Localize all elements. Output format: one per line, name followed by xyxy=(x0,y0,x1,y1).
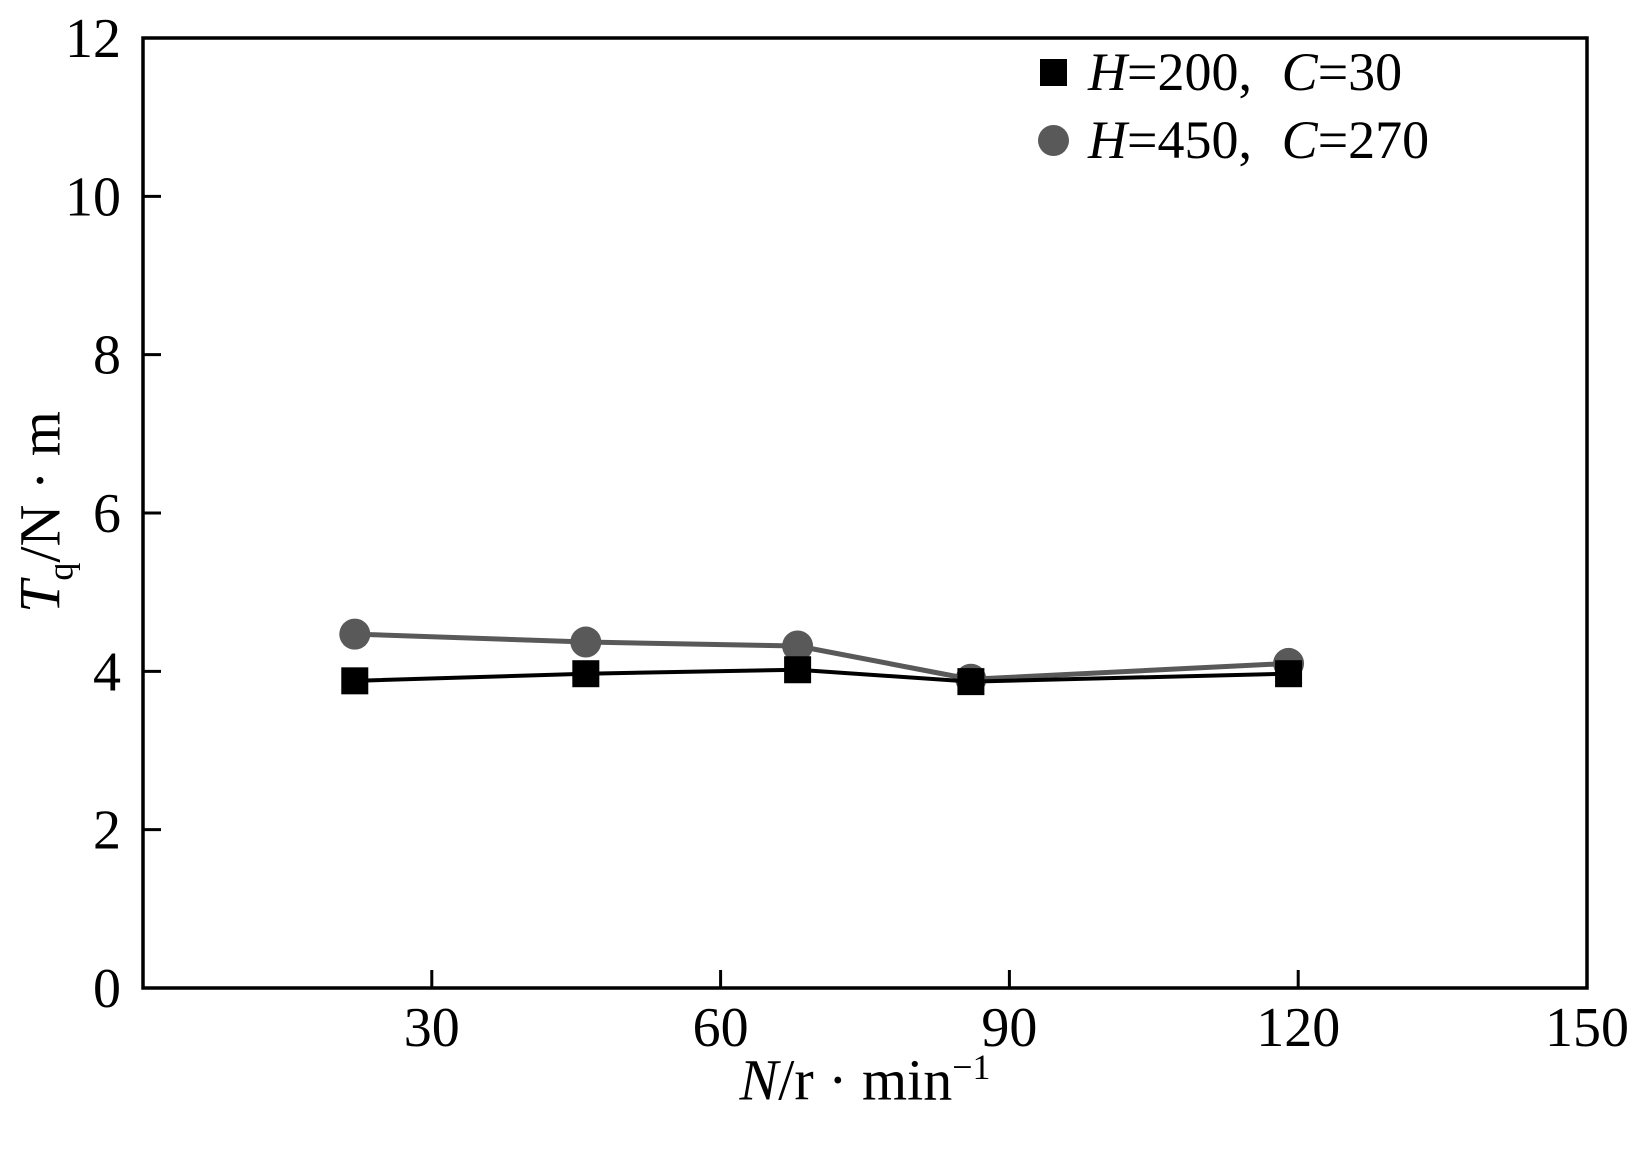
legend-circle-marker-icon xyxy=(1030,124,1076,156)
y-tick-label: 6 xyxy=(93,483,121,545)
legend-label-h200: H=200, C=30 xyxy=(1088,41,1402,103)
square-marker xyxy=(572,660,600,688)
legend-square-marker-icon xyxy=(1030,58,1076,86)
x-label-superscript: −1 xyxy=(952,1047,991,1087)
legend-var-c: C xyxy=(1281,42,1318,102)
legend: H=200, C=30 H=450, C=270 xyxy=(1030,38,1429,174)
circle-marker xyxy=(782,630,814,662)
y-tick-label: 2 xyxy=(93,800,121,862)
square-marker xyxy=(341,667,369,695)
y-tick-label: 0 xyxy=(93,958,121,1020)
series-circle xyxy=(339,618,1305,695)
legend-var-h: H xyxy=(1088,110,1127,170)
y-label-subscript: q xyxy=(40,562,81,581)
series-square xyxy=(341,656,1303,696)
legend-val-h: =200, xyxy=(1127,42,1252,102)
y-tick-label: 12 xyxy=(65,8,121,70)
y-label-variable: T xyxy=(7,580,73,613)
y-tick-label: 8 xyxy=(93,325,121,387)
square-marker xyxy=(957,668,985,696)
axes: 30 60 90 120 150 0 2 4 6 8 10 12 xyxy=(65,8,1629,1059)
y-label-unit: /N · m xyxy=(7,411,73,563)
x-label-unit: /r · min xyxy=(778,1047,953,1113)
y-axis-label: Tq/N · m xyxy=(7,411,82,613)
legend-val-c: =270 xyxy=(1317,110,1430,170)
circle-marker xyxy=(570,626,602,658)
y-tick-label: 10 xyxy=(65,166,121,228)
legend-val-c: =30 xyxy=(1317,42,1403,102)
legend-var-h: H xyxy=(1088,42,1127,102)
legend-var-c: C xyxy=(1281,110,1318,170)
legend-item-h200: H=200, C=30 xyxy=(1030,38,1429,106)
x-tick-label: 60 xyxy=(693,997,749,1059)
square-marker xyxy=(784,656,812,684)
x-tick-label: 90 xyxy=(981,997,1037,1059)
x-tick-label: 120 xyxy=(1256,997,1340,1059)
x-axis-label: N/r · min−1 xyxy=(740,1046,991,1113)
x-tick-label: 30 xyxy=(404,997,460,1059)
x-label-variable: N xyxy=(739,1047,779,1113)
y-tick-label: 4 xyxy=(93,641,121,703)
legend-item-h450: H=450, C=270 xyxy=(1030,106,1429,174)
circle-marker xyxy=(339,618,371,650)
x-tick-label: 150 xyxy=(1545,997,1629,1059)
square-marker xyxy=(1275,660,1303,688)
legend-val-h: =450, xyxy=(1127,110,1252,170)
legend-label-h450: H=450, C=270 xyxy=(1088,109,1429,171)
